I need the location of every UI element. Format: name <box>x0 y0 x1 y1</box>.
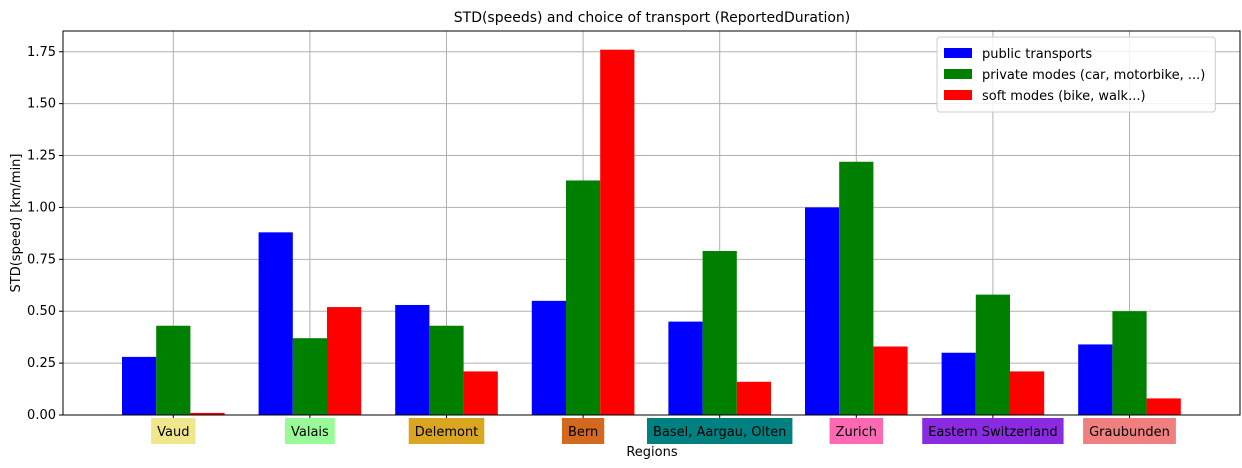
x-axis: Vaud Valais Delemont Bern Basel, Aargau, Olt… <box>151 415 1176 444</box>
x-tick-label: Valais <box>291 425 329 440</box>
y-tick-label: 1.00 <box>27 200 56 215</box>
bar <box>668 321 703 415</box>
x-axis-label: Regions <box>626 445 678 460</box>
bar <box>805 207 840 415</box>
bar <box>429 325 464 415</box>
bar <box>566 180 601 415</box>
bar <box>292 338 327 415</box>
x-tick-label-background <box>646 418 793 444</box>
legend-swatch <box>944 48 972 58</box>
x-tick-label-background <box>408 418 485 444</box>
y-tick-label: 0.25 <box>27 356 56 371</box>
x-tick-label-background <box>561 418 605 444</box>
x-tick-label-background <box>829 418 884 444</box>
x-tick-label-group: Valais <box>284 418 335 444</box>
x-tick-label-group: Graubunden <box>1083 418 1176 444</box>
x-tick-label-background <box>922 418 1064 444</box>
y-axis: 0.00 0.25 0.50 0.75 1.00 1.25 1.50 1.75 <box>27 45 63 423</box>
x-tick-label: Bern <box>568 425 598 440</box>
bar <box>156 325 191 415</box>
y-axis-label: STD(speed) [km/min] <box>9 154 24 293</box>
bar <box>190 412 225 415</box>
bar <box>702 251 737 415</box>
bar <box>258 232 293 415</box>
bar <box>1112 311 1147 415</box>
bar <box>839 161 874 415</box>
bar <box>736 381 771 415</box>
x-tick-label-background <box>151 418 196 444</box>
x-tick-label-background <box>284 418 335 444</box>
y-tick-label: 1.25 <box>27 149 56 164</box>
bar <box>1010 371 1045 415</box>
x-tick-label-background <box>1083 418 1176 444</box>
x-tick-label-group: Delemont <box>408 418 485 444</box>
x-tick-label-group: Eastern Switzerland <box>922 418 1064 444</box>
x-tick-label: Zurich <box>836 425 878 440</box>
legend-swatch <box>944 69 972 79</box>
legend-box <box>936 36 1216 113</box>
bar <box>327 307 362 415</box>
bar <box>531 300 566 415</box>
bar <box>873 346 908 415</box>
legend-swatch <box>944 90 972 100</box>
y-tick-label: 0.75 <box>27 252 56 267</box>
y-tick-label: 0.50 <box>27 304 56 319</box>
x-tick-label: Basel, Aargau, Olten <box>653 425 786 440</box>
x-tick-label: Eastern Switzerland <box>928 425 1057 440</box>
bar <box>600 49 635 415</box>
legend-label: public transports <box>982 47 1092 62</box>
chart-title: STD(speeds) and choice of transport (Rep… <box>454 10 850 26</box>
bar <box>941 352 976 415</box>
x-tick-label: Delemont <box>415 425 479 440</box>
x-tick-label-group: Bern <box>561 418 605 444</box>
bar <box>1146 398 1181 415</box>
y-tick-label: 0.00 <box>27 408 56 423</box>
bar <box>395 304 430 415</box>
bar <box>1078 344 1113 415</box>
bars <box>122 49 1181 415</box>
legend-label: soft modes (bike, walk...) <box>982 89 1146 104</box>
y-tick-label: 1.50 <box>27 97 56 112</box>
y-tick-label: 1.75 <box>27 45 56 60</box>
x-tick-label: Graubunden <box>1089 425 1170 440</box>
legend: public transports private modes (car, mot… <box>936 36 1216 113</box>
bar <box>463 371 498 415</box>
x-tick-label-group: Vaud <box>151 418 196 444</box>
x-tick-label: Vaud <box>157 425 189 440</box>
plot-frame <box>62 30 1241 416</box>
x-tick-label-group: Zurich <box>829 418 884 444</box>
bar <box>122 356 157 415</box>
x-tick-label-group: Basel, Aargau, Olten <box>646 418 793 444</box>
bar <box>975 294 1010 415</box>
legend-label: private modes (car, motorbike, ...) <box>982 68 1205 83</box>
